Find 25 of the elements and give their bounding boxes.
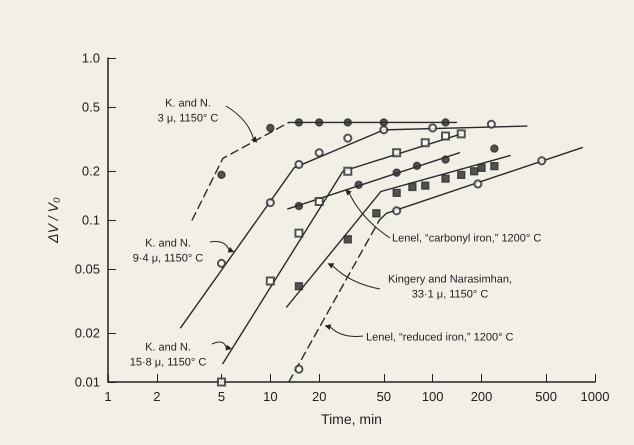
x-tick-label: 1 [104, 389, 112, 404]
y-tick-label: 0.02 [74, 326, 100, 341]
x-tick-label: 500 [535, 389, 557, 404]
annotation: Lenel, “carbonyl iron,” 1200° C [392, 232, 542, 244]
annotation: K. and N. 9·4 μ, 1150° C [132, 238, 204, 264]
x-tick-label: 100 [422, 389, 444, 404]
y-tick-label: 1.0 [82, 50, 100, 66]
x-axis-title: Time, min [321, 411, 382, 427]
x-tick-label: 10 [263, 389, 278, 404]
y-tick-label: 0.05 [74, 261, 100, 276]
annotation: Kingery and Narasimhan, 33·1 μ, 1150° C [388, 274, 512, 300]
y-tick-label: 0.5 [82, 99, 100, 114]
x-tick-label: 20 [312, 389, 326, 404]
x-tick-label: 1000 [580, 389, 610, 404]
x-tick-label: 5 [218, 389, 226, 404]
y-tick-label: 0.01 [74, 374, 100, 390]
x-tick-label: 200 [470, 389, 492, 404]
x-tick-label: 2 [153, 389, 160, 404]
annotation: K. and N. 15·8 μ, 1150° C [130, 342, 206, 368]
y-tick-label: 0.2 [82, 164, 100, 179]
annotation: K. and N. 3 μ, 1150° C [158, 98, 218, 124]
y-axis-title: ΔV / V₀ [45, 197, 61, 244]
annotation: Lenel, “reduced iron,” 1200° C [366, 332, 514, 344]
y-tick-label: 0.1 [82, 212, 100, 228]
x-tick-label: 50 [376, 389, 392, 404]
